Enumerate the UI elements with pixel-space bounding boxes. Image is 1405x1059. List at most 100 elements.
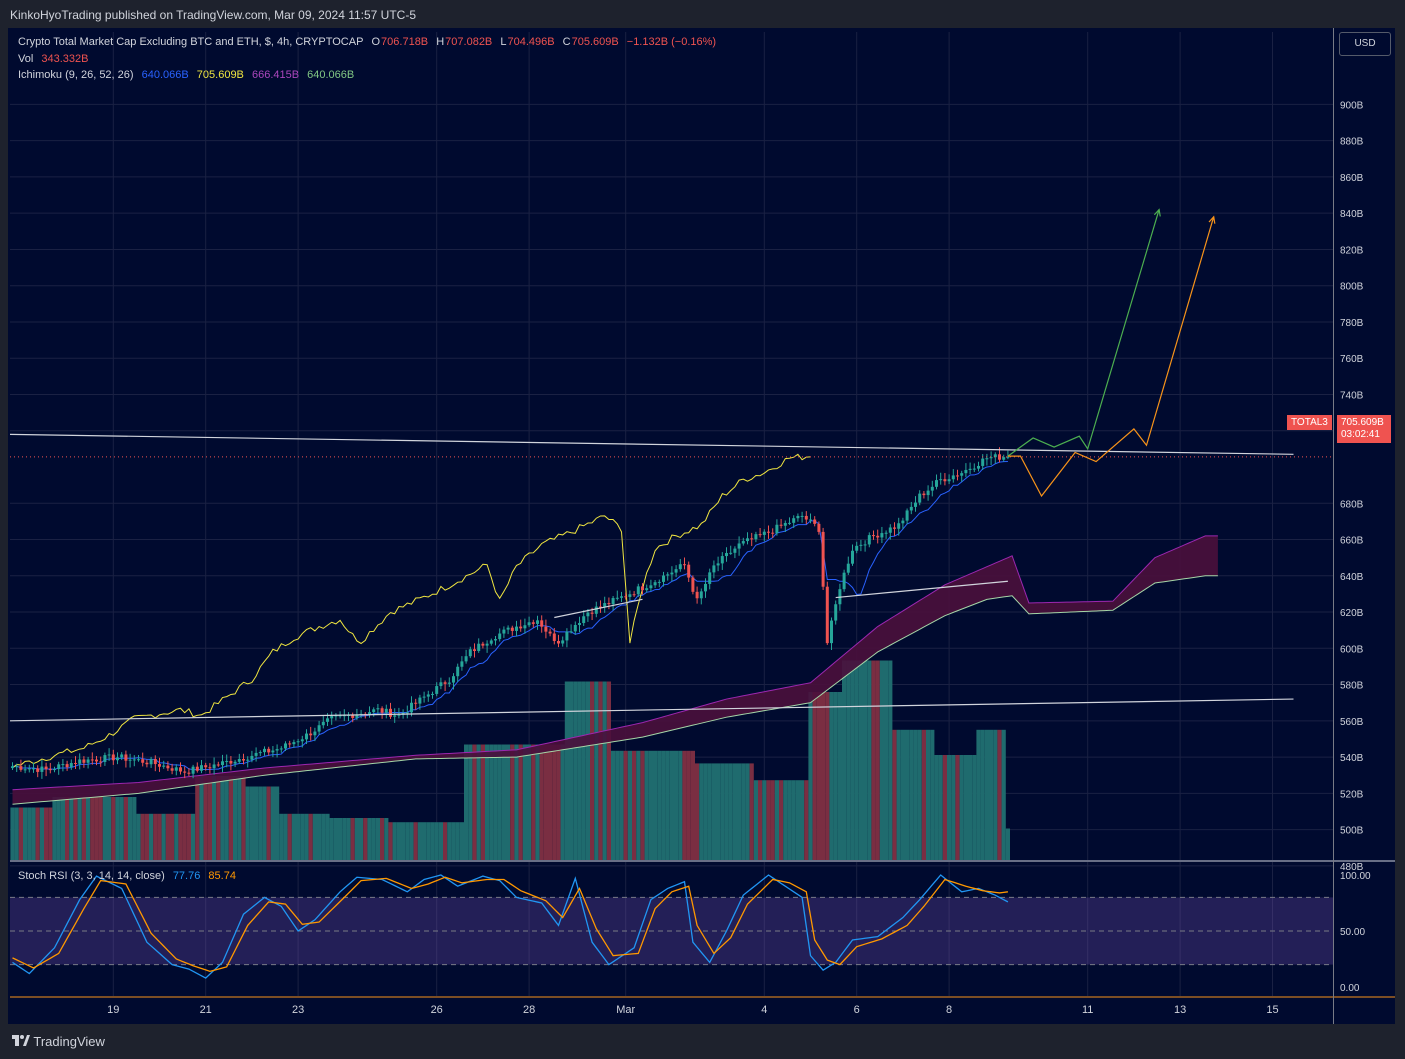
volume-bar bbox=[459, 822, 464, 860]
candle-body bbox=[439, 682, 443, 687]
candle-body bbox=[326, 718, 329, 722]
currency-selector[interactable]: USD bbox=[1339, 32, 1391, 56]
volume-bar bbox=[258, 786, 263, 860]
candle-body bbox=[527, 622, 531, 626]
candle-body bbox=[317, 725, 321, 732]
price-tick-label: 880B bbox=[1340, 137, 1364, 148]
stoch-d-line bbox=[12, 876, 1008, 972]
volume-bar bbox=[329, 818, 334, 860]
candle-body bbox=[389, 708, 392, 717]
volume-bar bbox=[304, 813, 309, 860]
candle-body bbox=[565, 631, 569, 641]
candle-body bbox=[771, 532, 775, 534]
candle-body bbox=[27, 768, 31, 770]
volume-bar bbox=[1001, 729, 1006, 860]
candle-body bbox=[435, 686, 439, 694]
main-legend[interactable]: Crypto Total Market Cap Excluding BTC an… bbox=[18, 36, 721, 48]
candle-body bbox=[788, 522, 791, 524]
volume-bar bbox=[501, 744, 506, 860]
candle-body bbox=[872, 535, 875, 537]
volume-bar bbox=[896, 729, 901, 860]
volume-bar bbox=[48, 807, 53, 860]
candle-body bbox=[69, 762, 73, 768]
candle-body bbox=[292, 742, 296, 745]
projection-orange-scenario bbox=[1007, 216, 1215, 498]
volume-bar bbox=[430, 822, 435, 860]
candle-body bbox=[582, 616, 586, 624]
candle-body bbox=[876, 535, 880, 538]
candle-body bbox=[548, 631, 552, 634]
volume-bar bbox=[199, 776, 204, 860]
volume-bar bbox=[338, 818, 343, 860]
candle-body bbox=[376, 708, 380, 710]
ichimoku-legend[interactable]: Ichimoku (9, 26, 52, 26) 640.066B 705.60… bbox=[18, 69, 359, 81]
candle-body bbox=[809, 519, 812, 521]
candle-body bbox=[460, 661, 464, 667]
candle-body bbox=[712, 565, 716, 573]
stoch-legend[interactable]: Stoch RSI (3, 3, 14, 14, close) 77.76 85… bbox=[18, 870, 241, 882]
candle-body bbox=[200, 765, 203, 771]
candle-body bbox=[670, 572, 674, 575]
volume-bar bbox=[699, 763, 704, 860]
volume-bar bbox=[560, 744, 565, 860]
time-tick-label: 15 bbox=[1266, 1004, 1278, 1016]
candle-body bbox=[162, 765, 166, 767]
candle-body bbox=[762, 531, 766, 535]
volume-legend[interactable]: Vol 343.332B bbox=[18, 53, 93, 65]
stoch-tick-label: 50.00 bbox=[1340, 927, 1365, 938]
candle-body bbox=[922, 493, 926, 496]
candle-body bbox=[225, 760, 229, 762]
volume-bar bbox=[514, 744, 519, 860]
volume-bar bbox=[451, 822, 456, 860]
volume-bar bbox=[858, 660, 863, 860]
close-value: 705.609B bbox=[571, 36, 619, 48]
candle-body bbox=[477, 643, 481, 651]
volume-bar bbox=[598, 681, 603, 860]
candle-body bbox=[368, 712, 371, 715]
volume-bar bbox=[291, 813, 296, 860]
price-tick-label: 580B bbox=[1340, 681, 1364, 692]
volume-bar bbox=[241, 776, 246, 860]
footer: TradingView bbox=[0, 1024, 1405, 1059]
candle-body bbox=[720, 556, 724, 564]
candle-body bbox=[393, 715, 397, 717]
volume-bar bbox=[174, 813, 179, 860]
volume-bar bbox=[321, 813, 326, 860]
candle-body bbox=[657, 581, 661, 583]
candle-body bbox=[867, 535, 871, 545]
volume-bar bbox=[317, 813, 322, 860]
candle-body bbox=[90, 759, 94, 761]
candle-body bbox=[552, 633, 556, 641]
stoch-tick-label: 100.00 bbox=[1340, 871, 1371, 882]
candle-body bbox=[531, 622, 535, 624]
volume-bar bbox=[18, 807, 23, 860]
candle-body bbox=[515, 626, 518, 631]
volume-bar bbox=[569, 681, 574, 860]
volume-bar bbox=[287, 813, 292, 860]
price-tick-label: 840B bbox=[1340, 209, 1364, 220]
candle-body bbox=[179, 767, 182, 772]
tradingview-logo[interactable]: TradingView bbox=[12, 1034, 105, 1049]
volume-bar bbox=[23, 807, 28, 860]
price-tick-label: 680B bbox=[1340, 499, 1364, 510]
volume-bar bbox=[938, 755, 943, 860]
volume-bar bbox=[707, 763, 712, 860]
candle-body bbox=[233, 761, 237, 764]
volume-bar bbox=[472, 744, 477, 860]
volume-bar bbox=[480, 744, 485, 860]
trendline-mid-support-2 bbox=[835, 580, 1008, 599]
candle-body bbox=[99, 761, 103, 763]
ichimoku-lines bbox=[12, 453, 1008, 771]
symbol-title: Crypto Total Market Cap Excluding BTC an… bbox=[18, 36, 364, 48]
candle-body bbox=[195, 766, 199, 771]
volume-bar bbox=[27, 807, 32, 860]
time-tick-label: 4 bbox=[761, 1004, 767, 1016]
volume-bar bbox=[60, 797, 65, 860]
candle-body bbox=[258, 752, 262, 754]
volume-bar bbox=[821, 692, 826, 860]
candle-body bbox=[321, 721, 325, 726]
candle-body bbox=[15, 766, 19, 768]
volume-bar bbox=[686, 750, 691, 860]
candle-body bbox=[414, 702, 418, 704]
